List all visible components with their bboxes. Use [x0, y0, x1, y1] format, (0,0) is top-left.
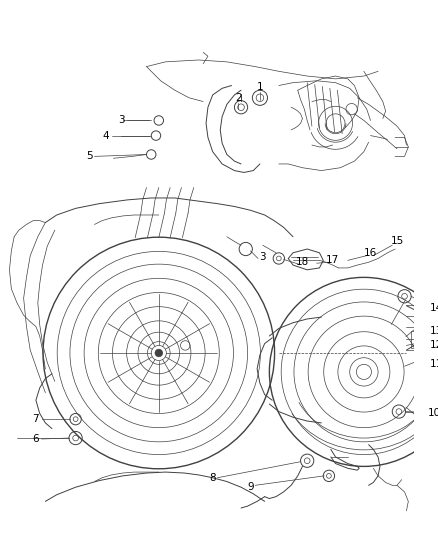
- Text: 11: 11: [430, 359, 438, 369]
- Text: 4: 4: [102, 131, 109, 141]
- Text: 3: 3: [259, 252, 266, 262]
- Text: 12: 12: [430, 341, 438, 350]
- Text: 17: 17: [326, 255, 339, 265]
- Text: 13: 13: [430, 326, 438, 336]
- Text: 3: 3: [118, 116, 124, 125]
- Text: 5: 5: [86, 151, 93, 161]
- Text: 15: 15: [390, 237, 403, 246]
- Text: 16: 16: [364, 248, 377, 258]
- Text: 8: 8: [209, 473, 216, 483]
- Text: 9: 9: [247, 482, 254, 492]
- Text: 6: 6: [32, 434, 39, 444]
- Text: 10: 10: [428, 408, 438, 417]
- Text: 2: 2: [235, 93, 241, 103]
- Text: 1: 1: [257, 83, 263, 92]
- Circle shape: [155, 349, 162, 357]
- Text: 14: 14: [430, 303, 438, 313]
- Text: 18: 18: [296, 257, 309, 267]
- Bar: [416, 294, 438, 345]
- Text: 7: 7: [32, 414, 39, 424]
